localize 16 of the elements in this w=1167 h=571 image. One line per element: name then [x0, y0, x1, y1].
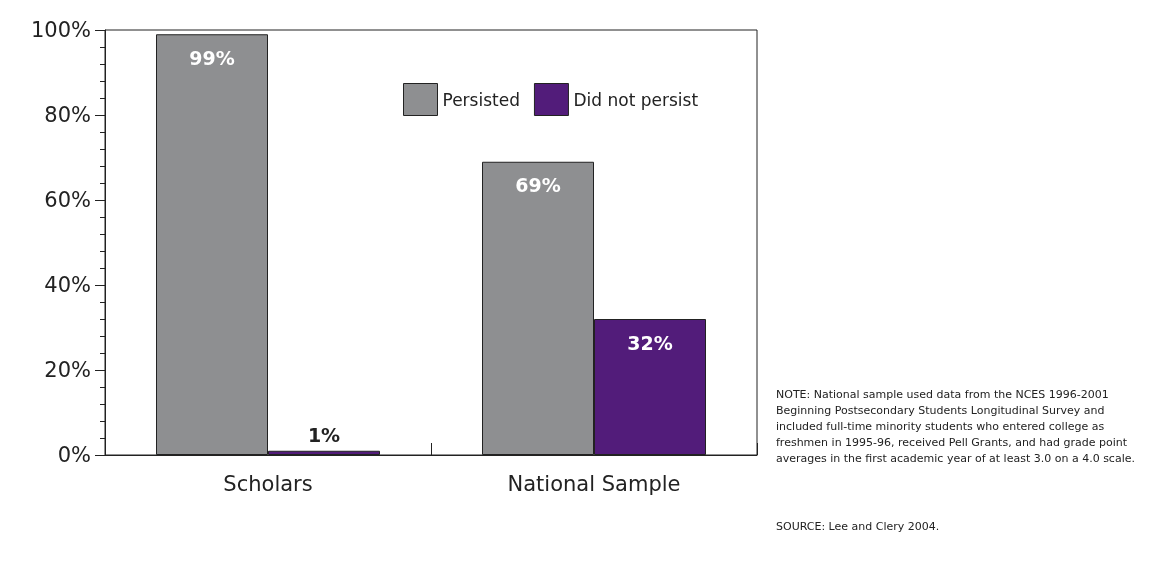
x-tick-label: National Sample	[507, 471, 681, 496]
data-label: 32%	[627, 331, 673, 354]
y-tick-label: 100%	[30, 18, 91, 42]
y-tick-label: 40%	[44, 273, 91, 297]
source-note: SOURCE: Lee and Clery 2004.	[776, 519, 940, 533]
y-tick-label: 20%	[44, 358, 91, 382]
legend-label: Did not persist	[573, 89, 699, 110]
legend-label: Persisted	[442, 89, 520, 110]
data-label: 69%	[515, 174, 561, 197]
x-tick-label: Scholars	[223, 471, 313, 496]
text: NOTE: National sample used data from the NCES 1996-2001 Beginning Postsecondary Students Longitudinal Survey and included full-time minority students who entered college as freshmen in 1995-96, received Pell Grants, and had grade point averages in the first academic year of at least 3.0 on a 4.0 scale.	[776, 387, 1135, 465]
y-tick-label: 0%	[57, 443, 91, 467]
y-tick-label: 60%	[44, 188, 91, 212]
data-label: 1%	[307, 424, 341, 447]
data-label: 99%	[189, 46, 235, 69]
y-tick-label: 80%	[44, 103, 91, 127]
